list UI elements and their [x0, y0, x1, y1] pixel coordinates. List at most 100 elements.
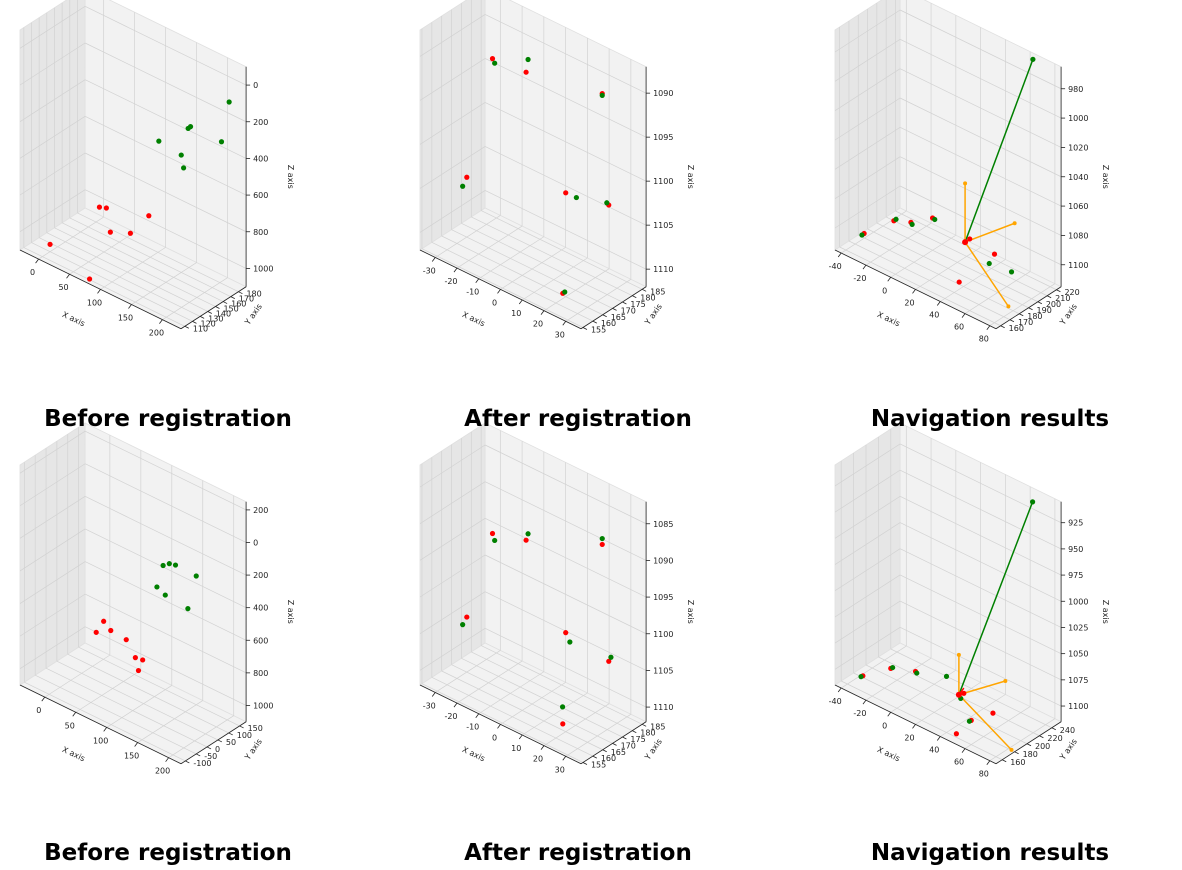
gridline-z — [19, 593, 86, 637]
x-tick — [961, 313, 966, 318]
gridline-z — [899, 185, 1062, 266]
gridline-x — [131, 262, 197, 305]
nav-line-end — [1003, 679, 1008, 684]
y-tick — [215, 306, 220, 309]
gridline-z — [834, 496, 901, 539]
gridline-y — [895, 210, 1057, 291]
x-tick-label: -30 — [423, 701, 436, 710]
x-tick — [66, 273, 70, 279]
gridline-y — [67, 653, 229, 734]
y-tick-label: 180 — [246, 290, 261, 299]
x-tick — [837, 252, 842, 258]
gridline-z — [19, 528, 86, 572]
y-tick — [185, 760, 190, 764]
data-point-green — [893, 216, 899, 222]
gridline-y — [421, 683, 584, 763]
x-tick — [912, 724, 916, 729]
gridline-y — [69, 217, 231, 297]
y-tick-label: 50 — [226, 738, 236, 747]
gridline-y — [54, 227, 216, 307]
nav-line-orange — [958, 680, 1006, 696]
data-point-green — [943, 673, 950, 679]
gridline-z — [899, 97, 1062, 178]
z-tick-label: 800 — [253, 228, 268, 237]
x-tick-label: 50 — [58, 283, 68, 292]
data-point-red — [146, 213, 152, 219]
gridline-z — [419, 591, 486, 634]
y-tick — [632, 295, 637, 299]
gridline-y — [45, 667, 208, 748]
z-tick-label: 1085 — [653, 520, 673, 529]
z-tick-label: 1100 — [653, 177, 673, 186]
x-tick-label: -20 — [444, 712, 457, 721]
y-tick-label: 100 — [237, 731, 252, 740]
y-tick-label: 185 — [650, 287, 665, 296]
gridline-z — [84, 152, 247, 233]
y-tick — [199, 316, 205, 319]
data-point-green — [185, 606, 191, 612]
y-axis-line — [995, 721, 1062, 765]
gridline-z — [19, 6, 86, 49]
y-tick — [612, 743, 617, 746]
gridline-z — [484, 554, 647, 635]
gridline-x — [38, 216, 104, 260]
data-point-green — [178, 152, 184, 158]
caption-before-registration-top: Before registration — [44, 406, 292, 432]
gridline-z — [419, 444, 486, 488]
gridline-y — [867, 228, 1029, 309]
gridline-z — [484, 102, 647, 182]
x-tick — [475, 278, 480, 283]
y-tick-label: -100 — [193, 759, 211, 768]
data-point-red — [956, 279, 962, 285]
data-point-green — [562, 289, 568, 295]
y-tick — [582, 762, 588, 765]
x-tick-label: 20 — [533, 320, 543, 329]
gridline-z — [84, 79, 247, 159]
gridline-z — [84, 116, 247, 196]
data-point-green — [156, 138, 162, 144]
gridline-y — [56, 660, 219, 741]
x-tick — [453, 267, 458, 273]
data-point-red — [523, 69, 529, 75]
y-tick — [228, 732, 233, 736]
data-point-green — [966, 718, 973, 724]
y-tick — [1051, 727, 1056, 731]
y-tick — [196, 753, 201, 757]
gridline-y — [481, 645, 643, 725]
z-tick-label: 1060 — [1068, 202, 1088, 211]
data-point-red — [107, 229, 113, 235]
y-tick-label: 160 — [601, 319, 616, 328]
x-tick-label: 100 — [87, 298, 102, 307]
nav-line-end — [956, 652, 961, 657]
x-tick — [497, 724, 501, 729]
gridline-z — [899, 626, 1062, 707]
y-tick-label: 150 — [223, 305, 238, 314]
x-tick — [453, 702, 458, 708]
nav-line-green — [964, 59, 1034, 243]
x-tick — [961, 748, 966, 753]
data-point-red — [563, 630, 569, 636]
gridline-y — [471, 651, 633, 731]
data-point-green — [162, 592, 168, 598]
z-tick-label: 200 — [253, 506, 268, 515]
gridline-z — [19, 626, 86, 669]
y-tick — [612, 308, 617, 311]
z-tick-label: 1020 — [1068, 143, 1088, 152]
gridline-z — [899, 443, 1062, 524]
x-tick-label: 0 — [30, 268, 35, 277]
gridline-x — [162, 277, 228, 320]
pane-x — [834, 422, 901, 686]
gridline-z — [484, 14, 647, 94]
z-tick-label: 1050 — [1068, 650, 1088, 659]
gridline-y — [848, 240, 1011, 321]
data-point-red — [961, 690, 967, 696]
gridline-x — [522, 692, 588, 736]
y-tick — [1037, 301, 1043, 305]
y-tick — [1019, 313, 1024, 317]
data-point-green — [226, 99, 232, 105]
gridline-x — [989, 718, 1056, 762]
pane-x — [19, 422, 86, 686]
y-tick-label: 180 — [1023, 750, 1038, 759]
gridline-x — [565, 279, 632, 322]
z-tick-label: 600 — [253, 636, 268, 645]
